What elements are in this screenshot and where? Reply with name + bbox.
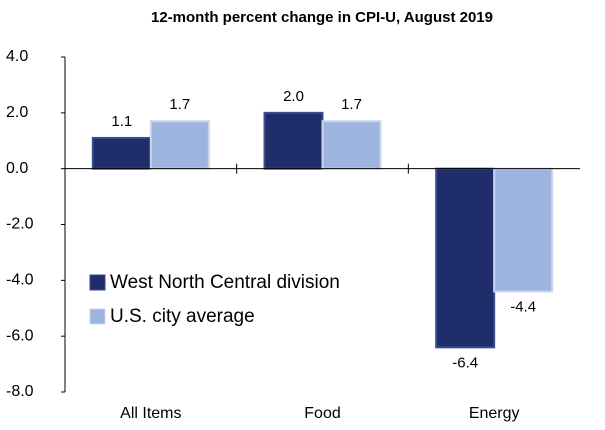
y-tick-label: -6.0	[6, 327, 34, 344]
y-tick-label: -8.0	[6, 383, 34, 400]
legend-swatch	[89, 274, 106, 291]
bar	[493, 167, 554, 293]
y-tick-label: 2.0	[6, 104, 28, 121]
data-label: 1.1	[111, 113, 132, 130]
data-label: 1.7	[341, 96, 362, 113]
y-tick-label: 0.0	[6, 160, 28, 177]
bar	[321, 120, 382, 170]
bar	[263, 111, 324, 170]
data-label: 1.7	[169, 96, 190, 113]
chart-title: 12-month percent change in CPI-U, August…	[151, 9, 493, 26]
y-tick-label: -4.0	[6, 272, 34, 289]
data-label: 2.0	[283, 88, 304, 105]
bar	[91, 136, 152, 170]
data-label: -6.4	[452, 354, 478, 371]
x-tick-label: Food	[304, 405, 340, 422]
legend-label: U.S. city average	[110, 306, 255, 327]
bar	[435, 167, 496, 349]
legend-swatch	[89, 308, 106, 325]
y-tick-label: -2.0	[6, 216, 34, 233]
y-tick-label: 4.0	[6, 48, 28, 65]
legend-label: West North Central division	[110, 272, 340, 293]
bar	[149, 120, 210, 170]
x-tick-label: All Items	[120, 405, 181, 422]
x-tick-label: Energy	[469, 405, 520, 422]
data-label: -4.4	[510, 298, 536, 315]
